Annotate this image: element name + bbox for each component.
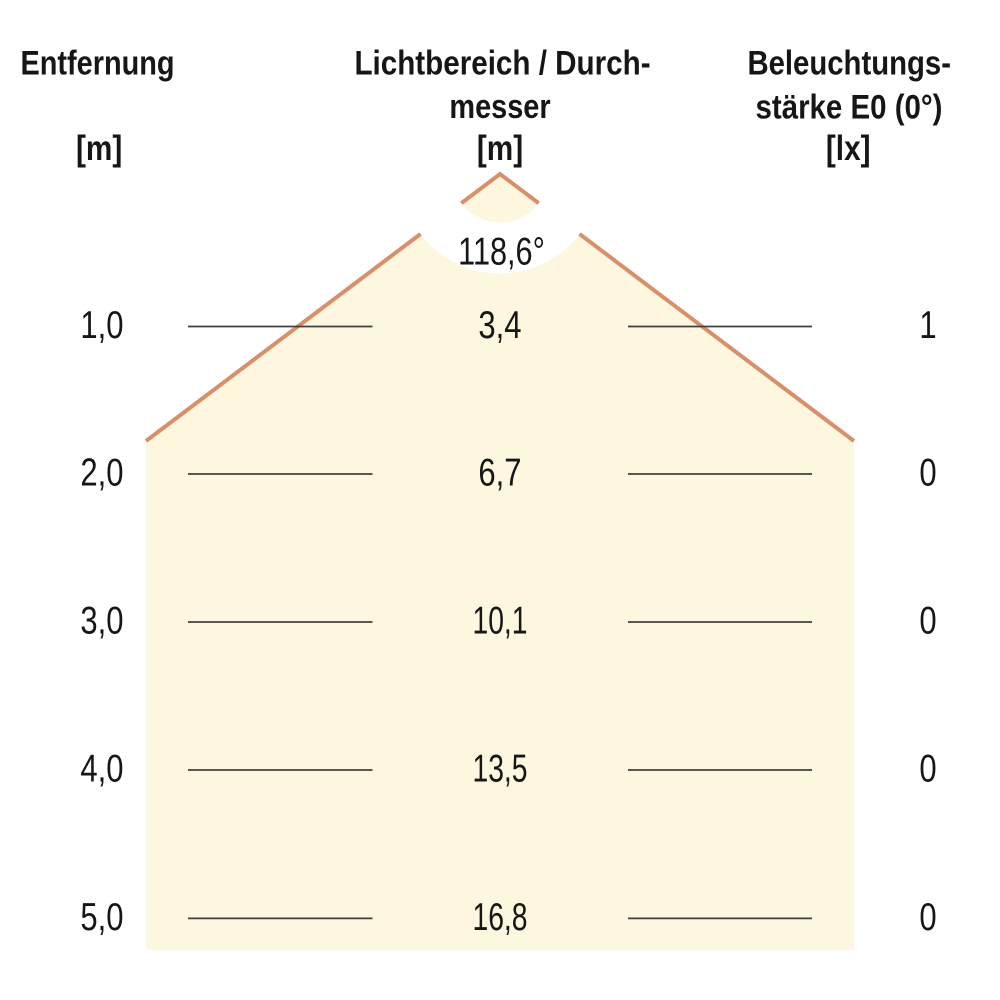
svg-text:0: 0 <box>919 896 936 939</box>
svg-text:2,0: 2,0 <box>80 451 123 494</box>
svg-text:6,7: 6,7 <box>478 451 521 494</box>
svg-text:4,0: 4,0 <box>80 747 123 790</box>
svg-text:3,4: 3,4 <box>478 304 521 347</box>
svg-text:118,6°: 118,6° <box>458 230 545 273</box>
svg-text:5,0: 5,0 <box>80 896 123 939</box>
svg-text:10,1: 10,1 <box>472 599 527 642</box>
svg-text:13,5: 13,5 <box>472 747 527 790</box>
svg-text:1: 1 <box>919 304 936 347</box>
svg-text:Lichtbereich / Durch-: Lichtbereich / Durch- <box>354 44 650 82</box>
svg-text:Entfernung: Entfernung <box>20 43 174 82</box>
svg-text:Beleuchtungs-: Beleuchtungs- <box>747 43 950 82</box>
svg-text:[m]: [m] <box>76 129 122 168</box>
svg-text:[lx]: [lx] <box>826 129 871 168</box>
svg-text:stärke E0 (0°): stärke E0 (0°) <box>756 87 943 125</box>
svg-text:0: 0 <box>919 599 936 642</box>
svg-text:3,0: 3,0 <box>80 599 123 642</box>
svg-text:[m]: [m] <box>477 129 523 168</box>
svg-text:1,0: 1,0 <box>80 304 123 347</box>
svg-text:messer: messer <box>449 87 550 126</box>
svg-text:0: 0 <box>919 451 936 494</box>
svg-text:0: 0 <box>919 747 936 790</box>
svg-text:16,8: 16,8 <box>472 896 527 939</box>
